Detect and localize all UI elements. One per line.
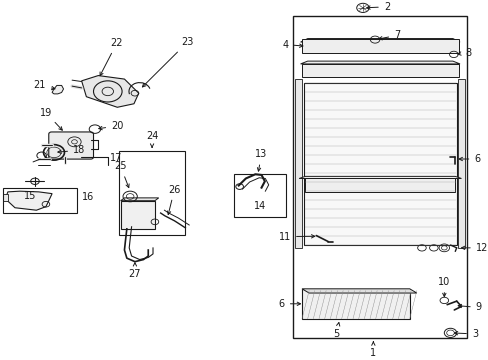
Text: 9: 9 [457,302,481,312]
Text: 14: 14 [253,201,265,211]
Polygon shape [121,198,159,201]
Text: 4: 4 [282,40,302,50]
Bar [302,39,458,53]
Text: 17: 17 [110,153,122,163]
Text: 1: 1 [369,342,376,358]
Text: 21: 21 [34,80,55,90]
Bar [293,15,466,338]
Text: 3: 3 [453,329,477,339]
Text: 16: 16 [81,192,94,202]
Text: 5: 5 [333,323,339,339]
Polygon shape [81,76,139,107]
Text: 12: 12 [461,243,487,253]
Text: 18: 18 [58,145,85,155]
Text: 15: 15 [24,191,36,201]
Bar [303,82,456,245]
Bar [233,174,285,217]
Text: 6: 6 [458,154,479,164]
Text: 2: 2 [366,2,389,12]
Bar [457,79,464,248]
Polygon shape [300,39,459,42]
Bar [121,201,155,229]
Bar [3,194,8,201]
Bar [302,64,458,77]
Text: 6: 6 [278,299,300,309]
Bar [302,289,409,319]
Text: 22: 22 [100,38,123,76]
Text: 20: 20 [99,121,123,131]
Text: 27: 27 [128,263,141,279]
Polygon shape [302,289,416,293]
Text: 25: 25 [114,161,129,188]
Polygon shape [300,61,459,64]
Bar [294,79,302,248]
Polygon shape [5,191,52,210]
FancyBboxPatch shape [49,132,93,159]
Bar [3,188,77,213]
Text: 13: 13 [255,149,267,171]
Text: 26: 26 [167,185,180,215]
Polygon shape [299,176,461,179]
Text: 19: 19 [40,108,62,130]
Bar [305,179,454,192]
Polygon shape [52,85,63,94]
Text: 8: 8 [457,48,471,58]
Bar [119,151,185,235]
Text: 10: 10 [437,277,449,297]
Text: 23: 23 [142,37,193,87]
Text: 24: 24 [145,131,158,147]
Text: 11: 11 [278,231,314,242]
Text: 7: 7 [378,30,400,40]
